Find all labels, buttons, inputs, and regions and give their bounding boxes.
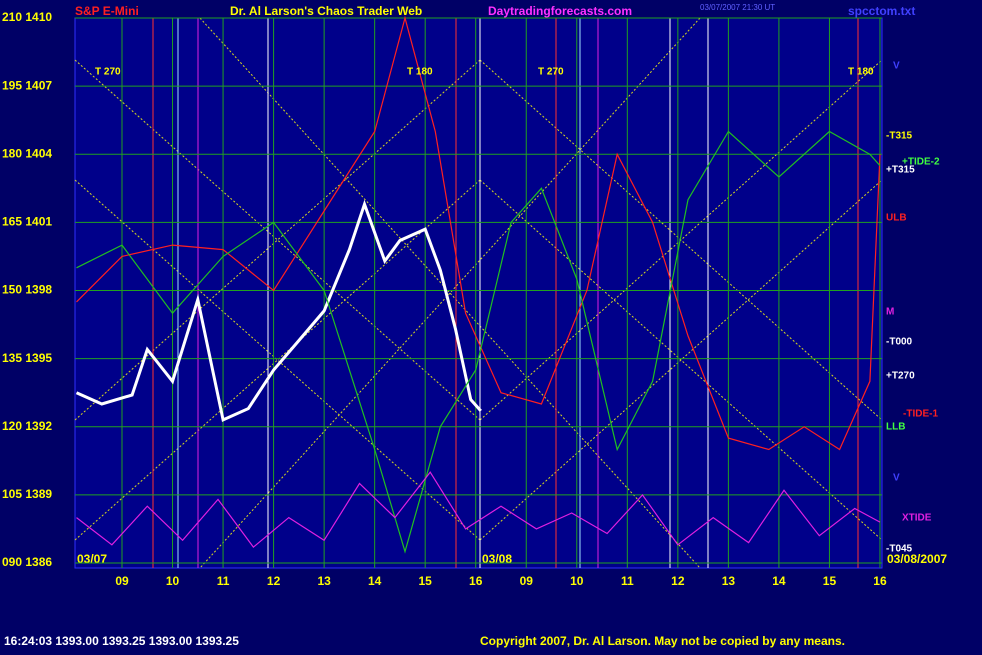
- annotation: +TIDE-2: [902, 157, 940, 168]
- x-tick-label: 10: [166, 574, 180, 588]
- series-line: [76, 15, 881, 451]
- annotation: T 180: [848, 67, 874, 78]
- x-tick-label: 10: [570, 574, 584, 588]
- x-tick-label: 14: [772, 574, 786, 588]
- annotation: -T045: [886, 544, 913, 555]
- chart-title: Dr. Al Larson's Chaos Trader Web: [230, 4, 422, 18]
- y-tick-label: 135 1395: [2, 351, 52, 365]
- x-tick-label: 15: [823, 574, 837, 588]
- annotation: -T315: [886, 131, 913, 142]
- x-tick-label: 15: [419, 574, 433, 588]
- annotation: V: [893, 61, 900, 72]
- stamp: 03/07/2007 21:30 UT: [700, 3, 775, 12]
- y-tick-label: 120 1392: [2, 419, 52, 433]
- annotation: T 180: [407, 67, 433, 78]
- annotation: XTIDE: [902, 513, 932, 524]
- y-tick-label: 090 1386: [2, 555, 52, 569]
- x-tick-label: 16: [873, 574, 887, 588]
- quote: 16:24:03 1393.00 1393.25 1393.00 1393.25: [4, 634, 239, 648]
- copyright: Copyright 2007, Dr. Al Larson. May not b…: [480, 634, 845, 648]
- annotation: -T000: [886, 337, 913, 348]
- annotation: +T315: [886, 165, 915, 176]
- date-label: 03/08: [482, 552, 512, 566]
- y-tick-label: 180 1404: [2, 146, 52, 160]
- annotation: V: [893, 473, 900, 484]
- annotation: T 270: [95, 67, 121, 78]
- symbol: S&P E-Mini: [75, 4, 139, 18]
- x-tick-label: 16: [469, 574, 483, 588]
- annotation: -TIDE-1: [903, 409, 938, 420]
- x-tick-label: 14: [368, 574, 382, 588]
- series-line: [76, 130, 881, 554]
- y-tick-label: 105 1389: [2, 487, 52, 501]
- diagonal-pattern: [74, 17, 883, 569]
- y-tick-label: 150 1398: [2, 283, 52, 297]
- date-label: 03/08/2007: [887, 552, 947, 566]
- x-tick-label: 11: [217, 574, 230, 588]
- x-tick-label: 09: [115, 574, 129, 588]
- annotation: LLB: [886, 422, 905, 433]
- annotation: +T270: [886, 371, 915, 382]
- x-tick-label: 11: [621, 574, 634, 588]
- annotation: T 270: [538, 67, 564, 78]
- series-line: [76, 471, 881, 548]
- annotation: ULB: [886, 213, 907, 224]
- x-tick-label: 12: [267, 574, 281, 588]
- y-tick-label: 165 1401: [2, 215, 52, 229]
- plot-area: [74, 17, 883, 569]
- x-tick-label: 13: [722, 574, 736, 588]
- date-label: 03/07: [77, 552, 107, 566]
- x-tick-label: 13: [317, 574, 331, 588]
- annotation: M: [886, 307, 894, 318]
- y-tick-label: 195 1407: [2, 78, 52, 92]
- x-tick-label: 09: [520, 574, 534, 588]
- file: spcctom.txt: [848, 4, 915, 18]
- x-tick-label: 12: [671, 574, 685, 588]
- y-tick-label: 210 1410: [2, 10, 52, 24]
- series-line: [75, 199, 482, 423]
- site: Daytradingforecasts.com: [488, 4, 632, 18]
